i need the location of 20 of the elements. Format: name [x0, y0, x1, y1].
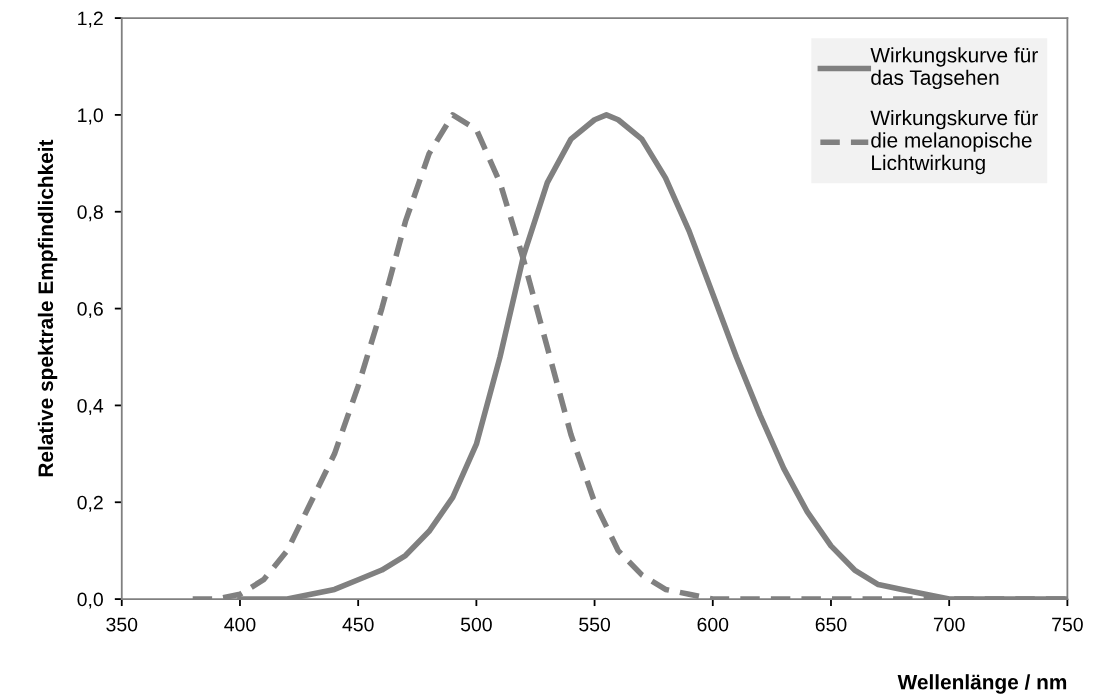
legend-label: Wirkungskurve für das Tagsehen: [870, 47, 1038, 90]
x-tick-label: 600: [697, 617, 729, 632]
x-tick-label: 550: [579, 617, 611, 632]
y-tick-label: 1,0: [78, 108, 103, 125]
x-tick-label: 400: [224, 617, 256, 632]
y-tick-label: 1,2: [78, 11, 103, 28]
x-axis-title: Wellenlänge / nm: [897, 674, 1067, 694]
x-tick-label: 500: [460, 617, 492, 632]
y-tick-label: 0,0: [77, 592, 103, 609]
y-axis-title: Relative spektrale Empfindlichkeit: [37, 139, 58, 477]
y-tick-label: 0,8: [77, 205, 103, 222]
x-tick-label: 650: [815, 617, 847, 632]
y-tick-label: 0,4: [77, 398, 104, 415]
legend-label: Wirkungskurve für die melanopische Lichtwirkung: [870, 109, 1038, 175]
y-tick-label: 0,6: [77, 302, 103, 319]
y-tick-label: 0,2: [77, 495, 103, 512]
x-tick-label: 450: [342, 617, 374, 632]
x-tick-label: 350: [106, 617, 138, 632]
x-tick-label: 700: [933, 617, 965, 632]
x-tick-label: 750: [1052, 617, 1083, 632]
